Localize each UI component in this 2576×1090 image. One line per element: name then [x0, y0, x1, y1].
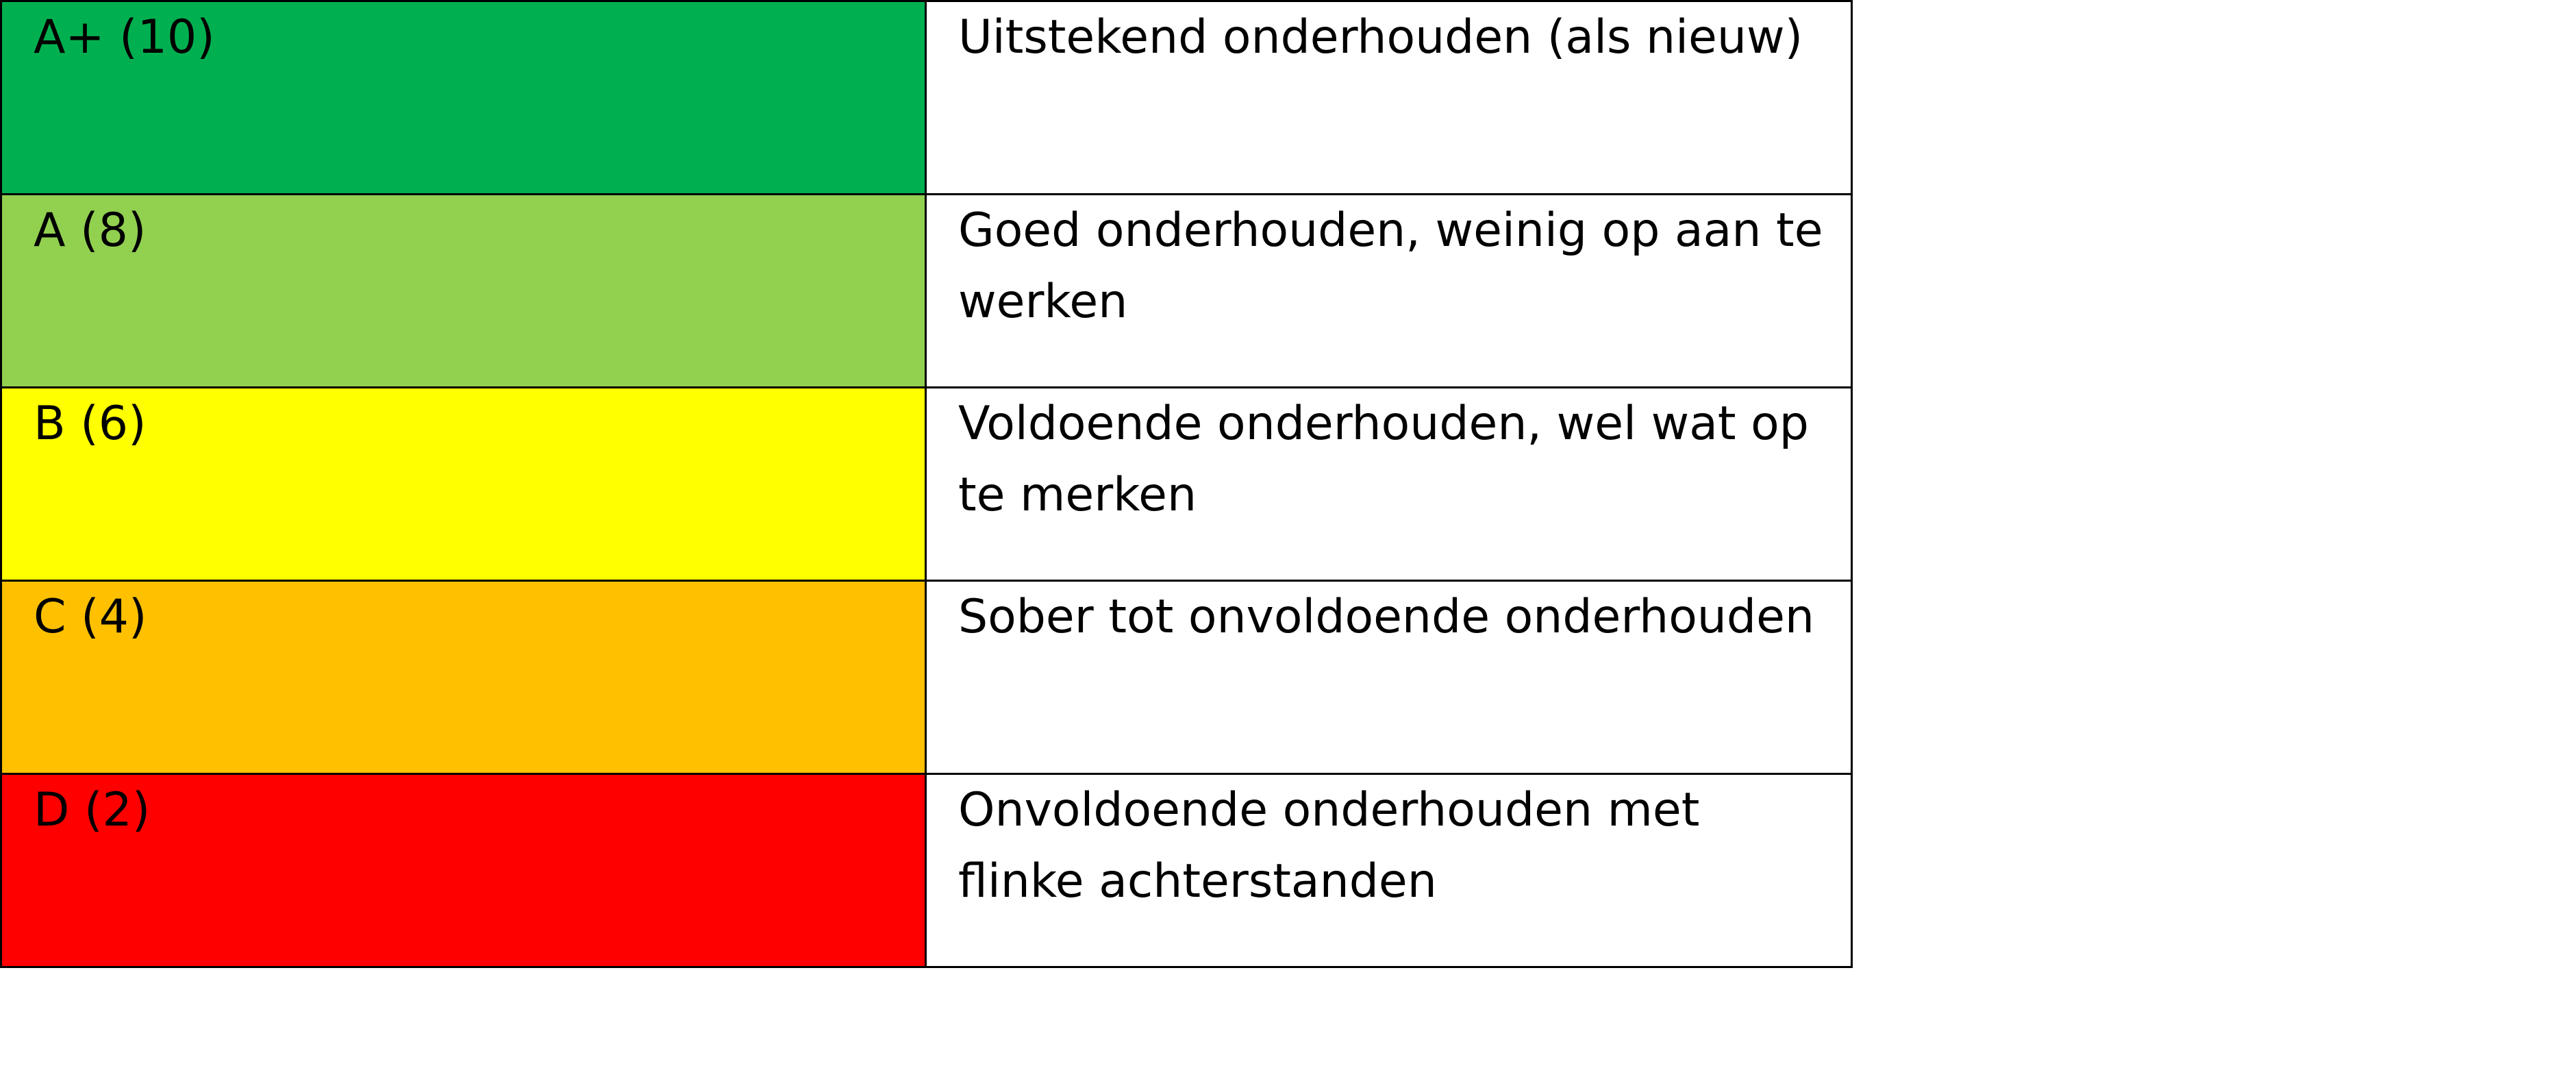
table-row: A (8) Goed onderhouden, weinig op aan te …: [2, 195, 1853, 388]
table-row: B (6) Voldoende onderhouden, wel wat op t…: [2, 388, 1853, 582]
description-cell: Uitstekend onderhouden (als nieuw): [927, 2, 1853, 193]
description-cell: Sober tot onvoldoende onderhouden: [927, 582, 1853, 773]
grade-cell: D (2): [2, 775, 927, 966]
description-cell: Onvoldoende onderhouden met flinke achte…: [927, 775, 1853, 966]
description-cell: Goed onderhouden, weinig op aan te werke…: [927, 195, 1853, 386]
grade-cell: B (6): [2, 388, 927, 580]
table-row: D (2) Onvoldoende onderhouden met flinke …: [2, 775, 1853, 968]
rating-table: A+ (10) Uitstekend onderhouden (als nieuw…: [0, 0, 1853, 968]
grade-cell: A (8): [2, 195, 927, 386]
description-cell: Voldoende onderhouden, wel wat op te mer…: [927, 388, 1853, 580]
grade-cell: C (4): [2, 582, 927, 773]
table-row: C (4) Sober tot onvoldoende onderhouden: [2, 582, 1853, 775]
grade-cell: A+ (10): [2, 2, 927, 193]
table-row: A+ (10) Uitstekend onderhouden (als nieuw…: [2, 2, 1853, 195]
